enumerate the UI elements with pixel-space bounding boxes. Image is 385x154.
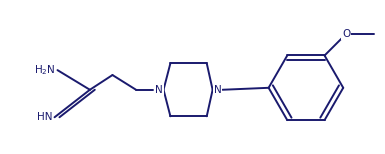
Text: H$_2$N: H$_2$N <box>34 63 55 77</box>
Text: N: N <box>155 85 162 95</box>
Text: O: O <box>342 29 350 39</box>
Text: HN: HN <box>37 112 53 122</box>
Text: N: N <box>214 85 221 95</box>
